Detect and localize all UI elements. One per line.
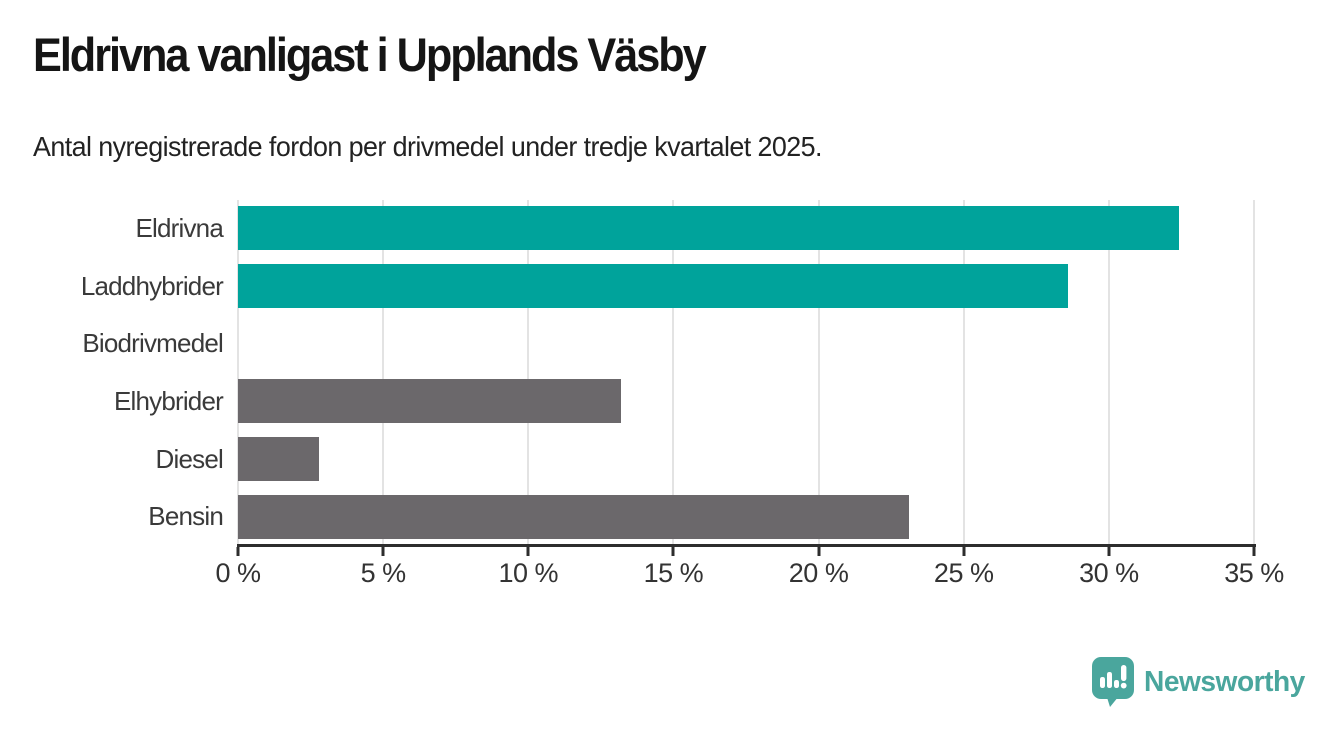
gridline	[817, 199, 820, 546]
x-tick-label: 35 %	[1224, 557, 1284, 588]
gridline	[527, 199, 530, 546]
bar-elhybrider	[238, 379, 622, 424]
x-tick-label: 15 %	[643, 557, 704, 588]
bar-chart: Eldrivna Laddhybrider Biodrivmedel Elhybrid…	[33, 199, 1284, 590]
chart-subtitle: Antal nyregistrerade fordon per drivmede…	[33, 131, 823, 163]
gridline	[237, 199, 239, 546]
gridline	[962, 199, 965, 546]
bar-row: Diesel	[33, 430, 1255, 488]
x-axis-tick-labels: 0 % 5 % 10 % 15 % 20 % 25 % 30 % 35 %	[215, 546, 1284, 590]
x-tick-label: 30 %	[1079, 557, 1139, 588]
x-axis-tick	[671, 546, 675, 556]
newsworthy-logo: Newsworthy	[1092, 657, 1310, 707]
bar-track	[238, 488, 1254, 546]
gridline	[1107, 199, 1110, 546]
gridline	[382, 199, 385, 546]
bar-chart-speech-bubble-icon	[1092, 657, 1135, 707]
bar-row: Bensin	[33, 488, 1255, 546]
x-axis-tick	[817, 546, 821, 556]
category-label: Eldrivna	[135, 212, 223, 243]
gridline-layer	[237, 199, 1255, 546]
x-axis-tick	[962, 546, 966, 556]
category-label: Bensin	[148, 501, 224, 532]
x-axis-tick	[1107, 546, 1111, 556]
category-label: Laddhybrider	[80, 270, 224, 301]
bar-track	[238, 315, 1254, 373]
bar-row: Eldrivna	[33, 200, 1255, 258]
category-label: Elhybrider	[113, 385, 224, 416]
bar-track	[238, 200, 1254, 258]
x-tick-label: 5 %	[360, 557, 407, 588]
gridline	[1253, 199, 1255, 546]
bar-row: Laddhybrider	[33, 257, 1255, 315]
x-tick-label: 0 %	[215, 557, 261, 588]
gridline	[672, 199, 675, 546]
plot-area: Eldrivna Laddhybrider Biodrivmedel Elhybrid…	[33, 199, 1255, 546]
category-label: Diesel	[155, 443, 224, 474]
x-tick-label: 20 %	[788, 557, 849, 588]
bar-rows: Eldrivna Laddhybrider Biodrivmedel Elhybrid…	[33, 200, 1255, 546]
x-tick-label: 25 %	[933, 557, 994, 588]
bar-track	[238, 373, 1254, 431]
x-tick-label: 10 %	[498, 557, 559, 588]
newsworthy-logo-text: Newsworthy	[1144, 665, 1306, 698]
bar-row: Elhybrider	[33, 373, 1255, 431]
x-axis-tick	[526, 546, 530, 556]
x-axis-tick	[381, 546, 385, 556]
bar-diesel	[238, 437, 320, 482]
bar-bensin	[238, 494, 909, 539]
x-axis-line	[237, 543, 1256, 547]
bar-eldrivna	[238, 206, 1179, 251]
bar-row: Biodrivmedel	[33, 315, 1255, 373]
bar-laddhybrider	[238, 264, 1069, 309]
x-axis-tick	[1252, 546, 1256, 556]
page-title: Eldrivna vanligast i Upplands Väsby	[33, 28, 707, 81]
bar-track	[238, 430, 1254, 488]
bar-track	[238, 257, 1254, 315]
x-axis-tick	[236, 546, 240, 556]
category-label: Biodrivmedel	[82, 328, 223, 359]
